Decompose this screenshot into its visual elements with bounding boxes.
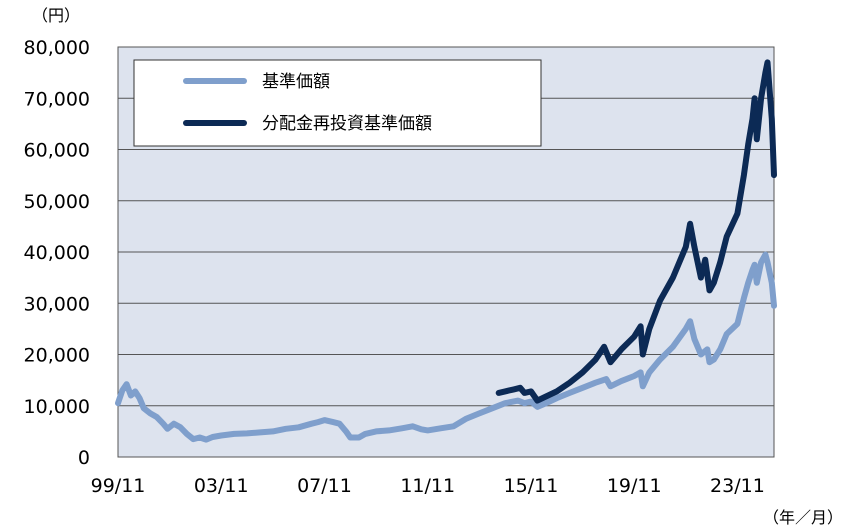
y-tick-label: 30,000: [24, 293, 90, 315]
x-tick-label: 11/11: [400, 475, 455, 497]
y-tick-label: 80,000: [24, 37, 90, 59]
series-reinvested-nav-line: [495, 59, 777, 404]
y-tick-label: 0: [78, 447, 90, 469]
x-tick-label: 23/11: [710, 475, 765, 497]
series-nav-line: [115, 251, 777, 443]
x-tick-label: 15/11: [504, 475, 559, 497]
legend-label-reinvested-nav: 分配金再投資基準価額: [262, 114, 432, 134]
y-tick-label: 40,000: [24, 242, 90, 264]
y-axis-unit: （円）: [32, 6, 80, 25]
legend-box: [133, 59, 542, 147]
y-tick-label: 70,000: [24, 88, 90, 110]
x-axis-ticks: 99/11 03/11 07/11 11/11 15/11 19/11 23/11: [91, 475, 765, 497]
legend: 基準価額 分配金再投資基準価額: [133, 59, 542, 147]
x-tick-label: 19/11: [607, 475, 662, 497]
x-tick-label: 99/11: [91, 475, 146, 497]
x-axis-unit: （年／月）: [763, 508, 843, 527]
x-tick-label: 07/11: [297, 475, 352, 497]
x-tick-label: 03/11: [194, 475, 249, 497]
y-tick-label: 60,000: [24, 140, 90, 162]
series-layer: [115, 59, 777, 443]
legend-label-nav: 基準価額: [262, 72, 330, 92]
y-axis-ticks: 0 10,000 20,000 30,000 40,000 50,000 60,000 70,…: [24, 37, 90, 469]
y-tick-label: 10,000: [24, 396, 90, 418]
y-tick-label: 50,000: [24, 191, 90, 213]
y-tick-label: 20,000: [24, 345, 90, 367]
